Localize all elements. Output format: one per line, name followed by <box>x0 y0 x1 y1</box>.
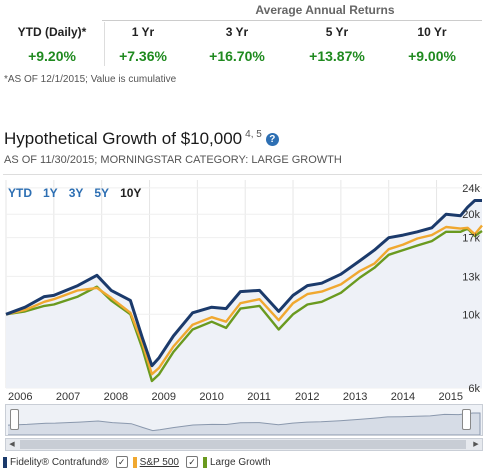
growth-title: Hypothetical Growth of $10,000 <box>4 129 243 148</box>
value-3yr: +16.70% <box>209 48 265 64</box>
scroll-left-icon[interactable]: ◀ <box>9 441 15 448</box>
returns-labels-row: YTD (Daily)* 1 Yr 3 Yr 5 Yr 10 Yr <box>0 25 485 39</box>
chart-frame <box>3 174 482 397</box>
label-10yr: 10 Yr <box>417 25 447 39</box>
navigator-preview <box>7 412 481 436</box>
legend-sp500-checkbox[interactable]: ✓ <box>185 456 198 468</box>
period-10y[interactable]: 10Y <box>120 186 142 200</box>
x-tick-label: 2011 <box>247 391 271 403</box>
value-1yr: +7.36% <box>119 48 167 64</box>
help-icon[interactable]: ? <box>265 133 279 146</box>
y-tick-label: 24k <box>462 183 480 195</box>
scroll-thumb[interactable] <box>20 440 466 449</box>
x-tick-label: 2012 <box>295 391 319 403</box>
legend-large-growth-label: Large Growth <box>209 456 271 468</box>
label-5yr: 5 Yr <box>325 25 349 39</box>
x-tick-label: 2015 <box>439 391 463 403</box>
x-tick-label: 2006 <box>8 391 32 403</box>
fund-area-fill <box>6 200 482 388</box>
fund-series-line <box>5 199 482 368</box>
x-tick-label: 2009 <box>152 391 176 403</box>
legend-fund-checkbox[interactable]: ✓ <box>115 456 128 468</box>
y-tick-label: 20k <box>462 209 480 221</box>
y-tick-label: 17k <box>462 233 480 245</box>
label-ytd: YTD (Daily)* <box>17 25 87 39</box>
y-tick-label: 6k <box>468 383 480 395</box>
x-tick-label: 2014 <box>391 391 415 403</box>
returns-note: *AS OF 12/1/2015; Value is cumulative <box>4 74 177 85</box>
range-navigator[interactable] <box>5 404 483 436</box>
label-3yr: 3 Yr <box>225 25 249 39</box>
x-tick-label: 2007 <box>56 391 80 403</box>
scrollbar[interactable]: ◀ ▶ <box>5 438 483 451</box>
growth-title-row: Hypothetical Growth of $10,000 4, 5? <box>4 129 279 149</box>
value-ytd: +9.20% <box>28 48 76 64</box>
y-tick-label: 10k <box>462 309 480 321</box>
fund-swatch <box>3 456 7 468</box>
sp500-series-line <box>5 224 483 376</box>
range-handle-right[interactable] <box>462 409 471 430</box>
scroll-right-icon[interactable]: ▶ <box>473 441 479 448</box>
legend-fund-label: Fidelity® Contrafund® <box>10 456 109 468</box>
legend-sp500-label[interactable]: S&P 500 <box>139 456 179 468</box>
header-divider <box>102 20 482 21</box>
period-3y[interactable]: 3Y <box>68 186 84 200</box>
x-tick-label: 2010 <box>199 391 223 403</box>
y-tick-label: 13k <box>462 271 480 283</box>
period-selector: YTD 1Y 3Y 5Y 10Y <box>8 186 141 200</box>
label-1yr: 1 Yr <box>131 25 155 39</box>
period-ytd[interactable]: YTD <box>8 186 32 200</box>
returns-values-row: +9.20% +7.36% +16.70% +13.87% +9.00% <box>0 48 485 64</box>
sp500-swatch <box>132 456 137 468</box>
growth-subtitle: AS OF 11/30/2015; MORNINGSTAR CATEGORY: … <box>4 154 342 166</box>
x-tick-label: 2013 <box>343 391 367 403</box>
value-5yr: +13.87% <box>309 48 365 64</box>
x-tick-label: 2008 <box>104 391 128 403</box>
returns-group-header: Average Annual Returns <box>255 3 395 17</box>
growth-footnote: 4, 5 <box>245 129 262 141</box>
value-10yr: +9.00% <box>408 48 456 64</box>
large-growth-swatch <box>202 456 207 468</box>
chart-legend: Fidelity® Contrafund® ✓ S&P 500 ✓ Large … <box>3 456 271 468</box>
period-1y[interactable]: 1Y <box>43 186 58 200</box>
period-5y[interactable]: 5Y <box>94 186 110 200</box>
range-handle-left[interactable] <box>10 409 19 430</box>
column-divider <box>104 22 105 66</box>
